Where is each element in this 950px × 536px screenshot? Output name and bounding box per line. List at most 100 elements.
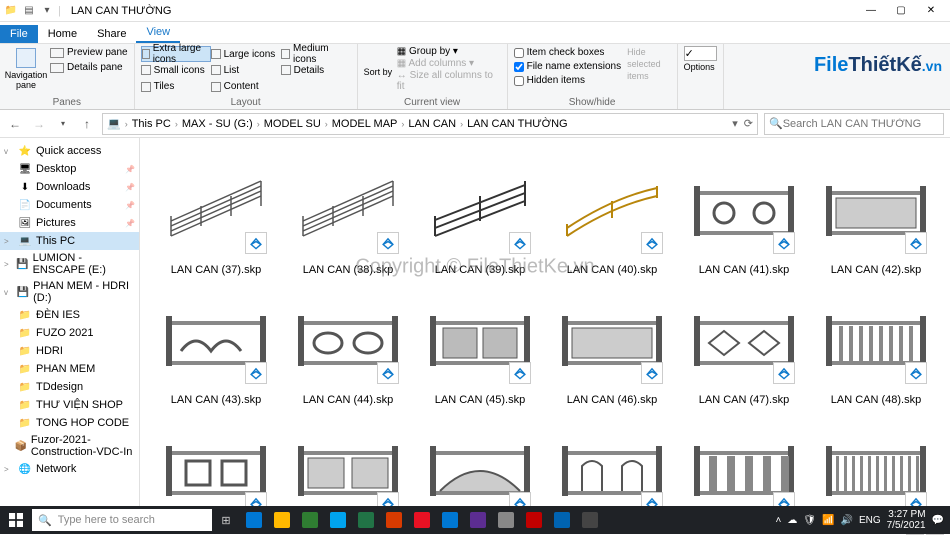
tab-share[interactable]: Share [87,25,136,43]
file-item[interactable]: LAN CAN (43).skp [150,276,282,406]
file-item[interactable]: LAN CAN (52).skp [546,406,678,518]
tree-item[interactable]: 📦Fuzor-2021-Construction-VDC-In [0,432,139,460]
file-extensions-toggle[interactable]: File name extensions [514,61,622,72]
tree-item[interactable]: 📁TONG HOP CODE [0,414,139,432]
file-item[interactable]: LAN CAN (40).skp [546,146,678,276]
breadcrumb-item[interactable]: MODEL MAP [332,118,398,130]
taskbar-app-icon[interactable] [492,506,520,534]
tab-home[interactable]: Home [38,25,87,43]
taskbar-app-icon[interactable] [380,506,408,534]
taskbar-app-icon[interactable] [576,506,604,534]
tree-item[interactable]: 🖥Desktop [0,160,139,178]
options-button[interactable]: ✓ Options [684,46,717,73]
file-item[interactable]: LAN CAN (44).skp [282,276,414,406]
tree-item[interactable]: 📁HDRI [0,342,139,360]
layout-option[interactable]: Tiles [141,79,211,95]
dropdown-icon[interactable]: ▾ [732,117,738,130]
search-input[interactable] [783,118,939,130]
file-item[interactable]: LAN CAN (38).skp [282,146,414,276]
tray-chevron-icon[interactable]: ˄ [775,515,781,526]
tree-item[interactable]: v💾PHAN MEM - HDRI (D:) [0,278,139,306]
tree-item[interactable]: 📁FUZO 2021 [0,324,139,342]
task-view-button[interactable]: ⊞ [212,506,240,534]
tab-view[interactable]: View [136,23,180,43]
taskbar-app-icon[interactable] [436,506,464,534]
layout-option[interactable]: Details [281,62,351,78]
taskbar[interactable]: 🔍 Type here to search ⊞ ˄ ☁ 🛡 📶 🔊 ENG 3:… [0,506,950,534]
taskbar-search[interactable]: 🔍 Type here to search [32,509,212,531]
size-columns-button[interactable]: ↔ Size all columns to fit [397,70,501,92]
sort-by-button[interactable]: Sort by [364,46,393,92]
layout-option[interactable]: Large icons [211,46,281,62]
file-item[interactable]: LAN CAN (47).skp [678,276,810,406]
layout-option[interactable]: List [211,62,281,78]
tree-item[interactable]: ⬇Downloads [0,178,139,196]
tab-file[interactable]: File [0,25,38,43]
chevron-down-icon[interactable]: ▾ [40,4,54,18]
file-item[interactable]: LAN CAN (37).skp [150,146,282,276]
taskbar-app-icon[interactable] [520,506,548,534]
taskbar-app-icon[interactable] [408,506,436,534]
hide-selected-button[interactable]: Hide selected items [627,46,667,87]
tree-item[interactable]: v⭐Quick access [0,142,139,160]
preview-pane-button[interactable]: Preview pane [50,47,128,58]
cloud-icon[interactable]: ☁ [787,515,797,526]
back-button[interactable]: ← [6,115,24,133]
file-item[interactable]: LAN CAN (41).skp [678,146,810,276]
tree-item[interactable]: 🖼Pictures [0,214,139,232]
file-item[interactable]: LAN CAN (46).skp [546,276,678,406]
taskbar-app-icon[interactable] [296,506,324,534]
tree-item[interactable]: 📄Documents [0,196,139,214]
breadcrumb-item[interactable]: LAN CAN THƯỜNG [467,118,568,130]
group-by-button[interactable]: ▦ Group by ▾ [397,46,501,57]
wifi-icon[interactable]: 📶 [822,515,834,526]
file-item[interactable]: LAN CAN (42).skp [810,146,942,276]
tree-item[interactable]: >🌐Network [0,460,139,478]
taskbar-app-icon[interactable] [548,506,576,534]
file-item[interactable]: LAN CAN (48).skp [810,276,942,406]
tree-item[interactable]: 📁ĐÈN IES [0,306,139,324]
file-item[interactable]: LAN CAN (54).skp [810,406,942,518]
taskbar-app-icon[interactable] [324,506,352,534]
taskbar-app-icon[interactable] [464,506,492,534]
file-item[interactable]: LAN CAN (49).skp [150,406,282,518]
search-box[interactable]: 🔍 [764,113,944,135]
item-checkboxes-toggle[interactable]: Item check boxes [514,47,622,58]
breadcrumb-item[interactable]: MODEL SU [264,118,321,130]
close-button[interactable]: ✕ [916,0,946,22]
props-icon[interactable]: ▤ [22,4,36,18]
forward-button[interactable]: → [30,115,48,133]
tree-item[interactable]: 📁PHAN MEM [0,360,139,378]
clock[interactable]: 3:27 PM 7/5/2021 [887,509,926,531]
notifications-icon[interactable]: 💬 [932,515,944,526]
layout-option[interactable]: Content [211,79,281,95]
taskbar-app-icon[interactable] [268,506,296,534]
layout-option[interactable]: Small icons [141,62,211,78]
tree-item[interactable]: >💻This PC [0,232,139,250]
file-item[interactable]: LAN CAN (45).skp [414,276,546,406]
system-tray[interactable]: ˄ ☁ 🛡 📶 🔊 ENG 3:27 PM 7/5/2021 💬 [775,509,950,531]
file-item[interactable]: LAN CAN (50).skp [282,406,414,518]
up-button[interactable]: ↑ [78,115,96,133]
tree-item[interactable]: >💾LUMION - ENSCAPE (E:) [0,250,139,278]
layout-option[interactable]: Medium icons [281,46,351,62]
start-button[interactable] [0,506,32,534]
refresh-icon[interactable]: ⟳ [744,117,753,130]
breadcrumb[interactable]: 💻 › This PC›MAX - SU (G:)›MODEL SU›MODEL… [102,113,758,135]
minimize-button[interactable]: — [856,0,886,22]
file-grid[interactable]: LAN CAN (37).skpLAN CAN (38).skpLAN CAN … [140,138,950,518]
add-columns-button[interactable]: ▦ Add columns ▾ [397,58,501,69]
language-indicator[interactable]: ENG [859,515,881,526]
breadcrumb-item[interactable]: LAN CAN [408,118,456,130]
breadcrumb-item[interactable]: MAX - SU (G:) [182,118,253,130]
maximize-button[interactable]: ▢ [886,0,916,22]
tree-item[interactable]: 📁THƯ VIỆN SHOP [0,396,139,414]
file-item[interactable]: LAN CAN (51).skp [414,406,546,518]
file-item[interactable]: LAN CAN (39).skp [414,146,546,276]
breadcrumb-item[interactable]: This PC [132,118,171,130]
layout-option[interactable]: Extra large icons [141,46,211,62]
hidden-items-toggle[interactable]: Hidden items [514,75,622,86]
tree-item[interactable]: 📁TDdesign [0,378,139,396]
tray-icon[interactable]: 🛡 [803,515,816,526]
navigation-tree[interactable]: v⭐Quick access🖥Desktop⬇Downloads📄Documen… [0,138,140,518]
